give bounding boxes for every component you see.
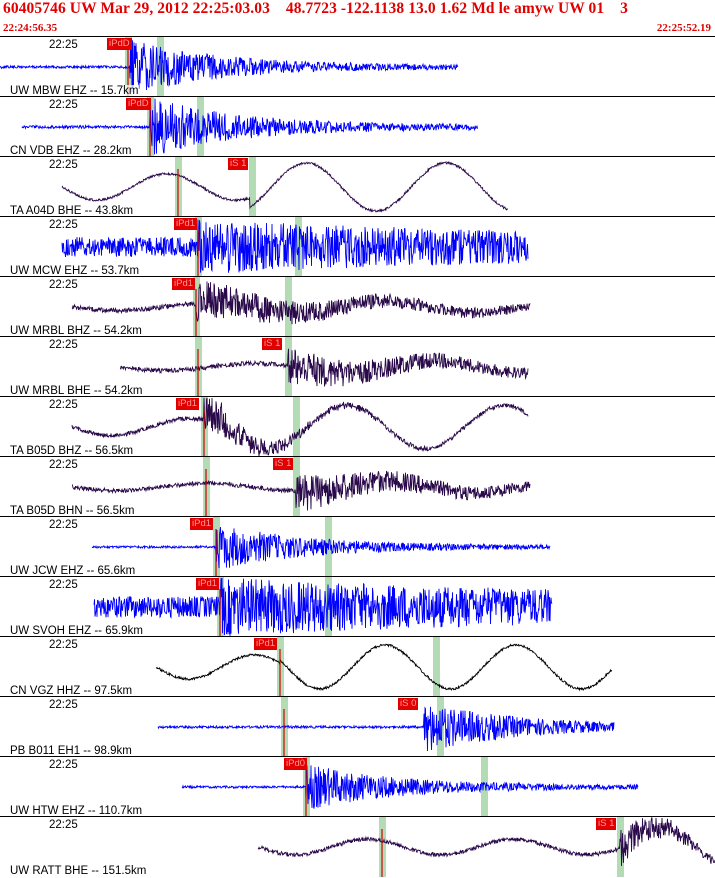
pick-window-band [293,397,300,457]
station-channel-label: CN VGZ HHZ -- 97.5km [10,685,134,697]
waveform-trace [155,643,613,692]
trace-time-label: 22:25 [49,579,78,591]
trace-time-label: 22:25 [49,159,78,171]
waveform-plot [71,457,531,517]
phase-pick-flag[interactable]: iPd1 [176,398,200,410]
station-channel-label: UW JCW EHZ -- 65.6km [10,565,137,577]
station-channel-label: TA A04D BHE -- 43.8km [10,205,135,217]
station-channel-label: UW RATT BHE -- 151.5km [10,865,148,877]
trace-time-label: 22:25 [49,459,78,471]
waveform-plot [21,97,479,157]
phase-pick-flag[interactable]: iPdD [107,38,132,50]
phase-pick-flag[interactable]: iS 1 [596,818,617,830]
waveform-trace [71,397,529,457]
station-channel-label: TA B05D BHZ -- 56.5km [10,445,135,457]
waveform-trace [71,281,531,325]
trace-row[interactable]: 22:25 iS 1 UW MRBL BHE -- 54.2km [0,336,715,397]
waveform-plot [91,517,551,577]
phase-pick-flag[interactable]: iPd1 [190,518,214,530]
waveform-trace [61,219,529,273]
trace-time-label: 22:25 [49,639,78,651]
trace-row[interactable]: 22:25 iPd0 UW HTW EHZ -- 110.7km [0,756,715,817]
station-channel-label: UW MRBL BHZ -- 54.2km [10,325,143,337]
trace-time-label: 22:25 [49,39,78,51]
pick-window-band [433,637,440,697]
seismogram-panel: 22:25 iPdD UW MBW EHZ -- 15.7km 22:25 iPdD CN… [0,36,715,878]
waveform-trace [93,577,553,636]
station-channel-label: PB B011 EH1 -- 98.9km [10,745,133,757]
trace-time-label: 22:25 [49,99,78,111]
pick-window-band [197,97,204,157]
trace-time-label: 22:25 [49,759,78,771]
waveform-plot [157,697,615,757]
trace-row[interactable]: 22:25 iPdD CN VDB EHZ -- 28.2km [0,96,715,157]
station-channel-label: TA B05D BHN -- 56.5km [10,505,136,517]
station-channel-label: CN VDB EHZ -- 28.2km [10,145,133,157]
phase-pick-flag[interactable]: iPdD [126,98,151,110]
waveform-plot [155,637,613,697]
trace-row[interactable]: 22:25 iPdD UW MBW EHZ -- 15.7km [0,36,715,97]
waveform-trace [21,98,479,155]
trace-row[interactable]: 22:25 iS 1 TA A04D BHE -- 43.8km [0,156,715,217]
waveform-trace [61,160,509,213]
event-header: 60405746 UW Mar 29, 2012 22:25:03.03 48.… [0,0,715,36]
trace-time-label: 22:25 [49,399,78,411]
station-channel-label: UW MCW EHZ -- 53.7km [10,265,141,277]
pick-window-band [295,217,302,277]
window-start-time: 22:24:56.35 [3,22,58,34]
pick-window-band [481,757,488,817]
pick-window-band [249,157,256,217]
trace-time-label: 22:25 [49,339,78,351]
waveform-plot [61,217,529,277]
event-title: 60405746 UW Mar 29, 2012 22:25:03.03 48.… [3,0,629,17]
trace-row[interactable]: 22:25 iS 0 PB B011 EH1 -- 98.9km [0,696,715,757]
phase-pick-flag[interactable]: iS 1 [273,458,294,470]
station-channel-label: UW SVOH EHZ -- 65.9km [10,625,144,637]
trace-row[interactable]: 22:25 iS 1 TA B05D BHN -- 56.5km [0,456,715,517]
window-end-time: 22:25:52.19 [656,22,711,34]
waveform-trace [157,706,615,752]
pick-window-band [617,817,624,877]
trace-row[interactable]: 22:25 iPd1 UW JCW EHZ -- 65.6km [0,516,715,577]
phase-pick-flag[interactable]: iPd1 [196,578,220,590]
waveform-plot [119,337,529,397]
trace-time-label: 22:25 [49,819,78,831]
waveform-trace [119,348,529,387]
phase-pick-flag[interactable]: iPd1 [174,218,198,230]
waveform-plot [257,817,715,877]
trace-row[interactable]: 22:25 iPd1 TA B05D BHZ -- 56.5km [0,396,715,457]
trace-time-label: 22:25 [49,279,78,291]
waveform-trace [71,470,531,511]
phase-pick-flag[interactable]: iPd1 [172,278,196,290]
trace-row[interactable]: 22:25 iPd1 CN VGZ HHZ -- 97.5km [0,636,715,697]
trace-time-label: 22:25 [49,219,78,231]
phase-pick-flag[interactable]: iPd0 [284,758,308,770]
station-channel-label: UW MBW EHZ -- 15.7km [10,85,140,97]
trace-time-label: 22:25 [49,699,78,711]
waveform-plot [71,277,531,337]
trace-row[interactable]: 22:25 iPd1 UW SVOH EHZ -- 65.9km [0,576,715,637]
waveform-plot [181,757,639,817]
waveform-trace [181,764,639,809]
phase-pick-flag[interactable]: iS 1 [228,158,249,170]
trace-row[interactable]: 22:25 iPd1 UW MCW EHZ -- 53.7km [0,216,715,277]
station-channel-label: UW MRBL BHE -- 54.2km [10,385,144,397]
trace-row[interactable]: 22:25 iPd1 UW MRBL BHZ -- 54.2km [0,276,715,337]
trace-row[interactable]: 22:25 iS 1 UW RATT BHE -- 151.5km [0,816,715,877]
trace-time-label: 22:25 [49,519,78,531]
waveform-plot [93,577,553,637]
phase-pick-flag[interactable]: iS 0 [398,698,419,710]
phase-pick-flag[interactable]: iS 1 [262,338,283,350]
phase-pick-flag[interactable]: iPd1 [254,638,278,650]
waveform-trace [0,40,459,93]
waveform-trace [257,817,715,867]
waveform-trace [91,526,551,569]
waveform-plot [61,157,509,217]
waveform-plot [71,397,529,457]
station-channel-label: UW HTW EHZ -- 110.7km [10,805,144,817]
